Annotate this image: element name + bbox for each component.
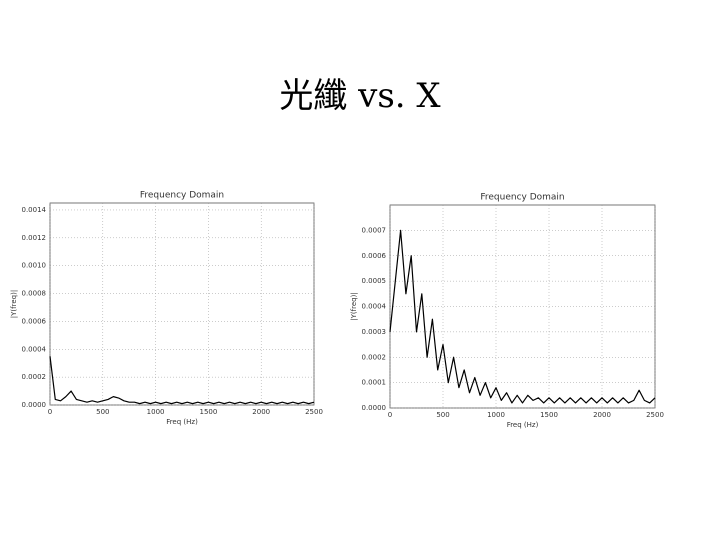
y-tick-label: 0.0012 xyxy=(22,234,47,242)
x-tick-label: 1000 xyxy=(487,411,505,419)
y-tick-label: 0.0014 xyxy=(22,206,47,214)
x-axis-label: Freq (Hz) xyxy=(166,418,198,426)
x-axis-label: Freq (Hz) xyxy=(507,421,539,429)
y-axis-label: |Y(freq)| xyxy=(350,292,358,320)
y-tick-label: 0.0005 xyxy=(362,277,387,285)
x-tick-label: 2000 xyxy=(252,408,270,416)
x-tick-label: 1000 xyxy=(147,408,165,416)
x-tick-label: 1500 xyxy=(540,411,558,419)
y-axis-label: |Y(freq)| xyxy=(10,290,18,318)
y-tick-label: 0.0000 xyxy=(362,404,387,412)
x-tick-label: 2500 xyxy=(646,411,664,419)
x-tick-label: 0 xyxy=(48,408,52,416)
y-tick-label: 0.0007 xyxy=(362,226,387,234)
chart-title: Frequency Domain xyxy=(480,193,564,203)
slide-title: 光纖 vs. X xyxy=(279,76,441,116)
data-line xyxy=(389,229,656,404)
x-tick-label: 500 xyxy=(96,408,109,416)
y-tick-label: 0.0002 xyxy=(22,373,47,381)
x-tick-label: 0 xyxy=(388,411,392,419)
data-line xyxy=(49,356,315,405)
y-tick-label: 0.0006 xyxy=(362,252,387,260)
y-tick-label: 0.0008 xyxy=(22,290,47,298)
plot-area xyxy=(49,202,315,406)
x-tick-label: 2000 xyxy=(593,411,611,419)
y-tick-label: 0.0003 xyxy=(362,328,387,336)
x-tick-label: 1500 xyxy=(199,408,217,416)
x-tick-label: 2500 xyxy=(305,408,323,416)
y-tick-label: 0.0001 xyxy=(362,379,387,387)
chart-title: Frequency Domain xyxy=(140,191,224,201)
y-tick-label: 0.0004 xyxy=(362,303,387,311)
y-tick-label: 0.0006 xyxy=(22,317,47,325)
y-tick-label: 0.0010 xyxy=(22,262,47,270)
y-tick-label: 0.0004 xyxy=(22,345,47,353)
y-tick-label: 0.0002 xyxy=(362,353,387,361)
y-tick-label: 0.0000 xyxy=(22,401,47,409)
x-tick-label: 500 xyxy=(436,411,449,419)
